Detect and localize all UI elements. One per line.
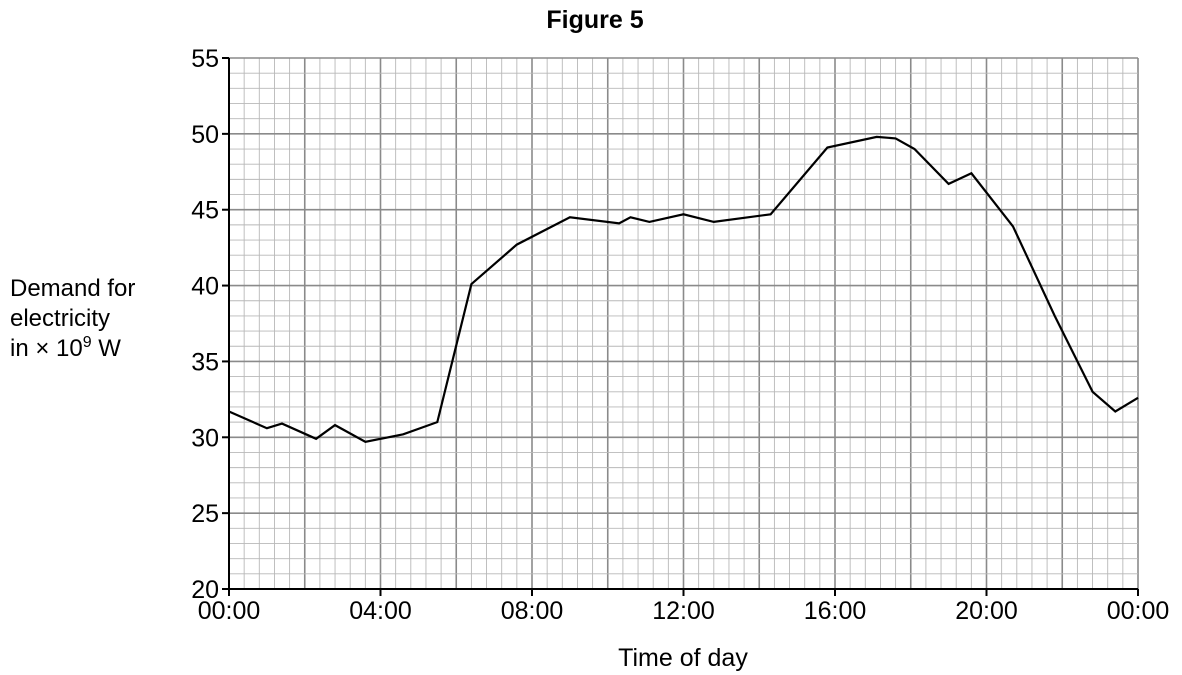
- series-layer: [228, 135, 1139, 443]
- plot-grid: [228, 57, 1139, 590]
- y-tick-label: 25: [191, 500, 219, 528]
- plot-axes: [222, 57, 1139, 596]
- y-tick-label: 55: [191, 45, 219, 73]
- x-tick-label: 04:00: [349, 597, 412, 625]
- x-tick-label: 08:00: [501, 597, 564, 625]
- x-tick-label: 16:00: [804, 597, 867, 625]
- y-axis-label: Demand for electricity in × 109 W: [10, 274, 135, 364]
- y-axis-label-line-2: electricity: [10, 305, 111, 332]
- x-axis-label: Time of day: [618, 644, 748, 672]
- y-axis-label-suffix: W: [91, 335, 121, 362]
- x-tick-label: 00:00: [1107, 597, 1170, 625]
- y-tick-label: 20: [191, 576, 219, 604]
- x-tick-label: 20:00: [955, 597, 1018, 625]
- y-axis-label-line-1: Demand for: [10, 275, 136, 302]
- x-tick-label: 00:00: [198, 597, 261, 625]
- demand-line: [228, 135, 1139, 443]
- y-tick-label: 30: [191, 424, 219, 452]
- y-tick-label: 45: [191, 197, 219, 225]
- y-axis-label-prefix: in × 10: [10, 335, 83, 362]
- y-tick-label: 50: [191, 121, 219, 149]
- y-tick-label: 40: [191, 273, 219, 301]
- y-axis-label-exponent: 9: [82, 334, 92, 351]
- x-tick-label: 12:00: [652, 597, 715, 625]
- chart-title: Figure 5: [546, 6, 644, 34]
- tick-labels: 20 25 30 35 40 45 50 55 00:00 04:00 08:00 12:00 16:0…: [191, 45, 1169, 625]
- y-tick-label: 35: [191, 348, 219, 376]
- y-axis-label-line-3: in × 109 W: [10, 334, 135, 364]
